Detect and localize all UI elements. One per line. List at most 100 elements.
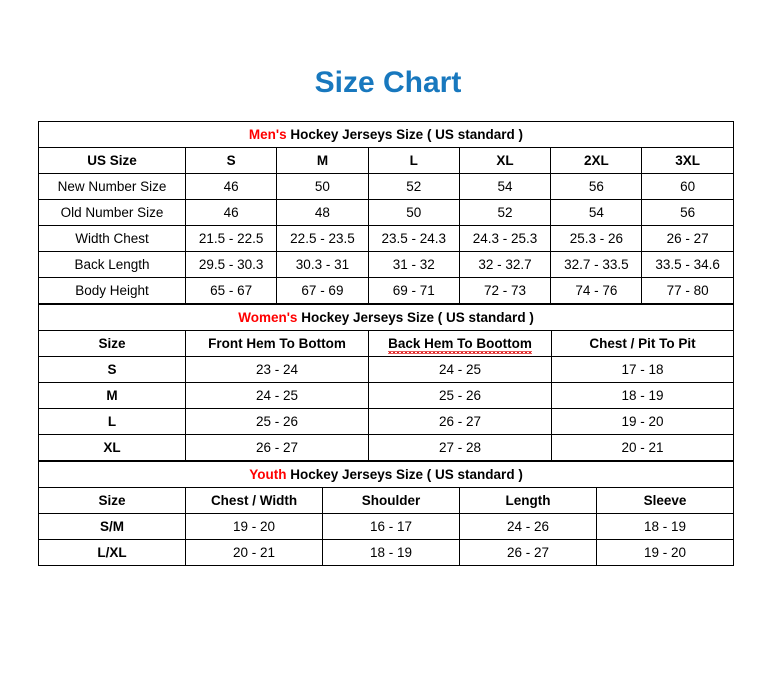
mens-header-6: 3XL [641, 147, 734, 174]
mens-banner-rest: Hockey Jerseys Size ( US standard ) [286, 127, 523, 142]
youth-cell-1-0: 20 - 21 [185, 539, 323, 566]
size-chart-tables: Men's Hockey Jerseys Size ( US standard … [37, 121, 735, 566]
youth-cell-0-3: 18 - 19 [595, 513, 735, 540]
youth-banner-rest: Hockey Jerseys Size ( US standard ) [286, 467, 523, 482]
table-row: Old Number Size 46 48 50 52 54 56 [38, 199, 734, 226]
womens-header-row: Size Front Hem To Bottom Back Hem To Boo… [38, 330, 735, 357]
table-row: New Number Size 46 50 52 54 56 60 [38, 173, 734, 200]
womens-cell-0-0: 23 - 24 [185, 356, 369, 383]
mens-size-table: Men's Hockey Jerseys Size ( US standard … [38, 121, 734, 304]
mens-cell-1-4: 54 [550, 199, 643, 226]
table-row: L 25 - 26 26 - 27 19 - 20 [38, 408, 735, 435]
mens-cell-0-4: 56 [550, 173, 643, 200]
womens-size-table: Women's Hockey Jerseys Size ( US standar… [37, 304, 735, 461]
youth-cell-1-2: 26 - 27 [459, 539, 597, 566]
mens-cell-4-2: 69 - 71 [367, 277, 460, 304]
mens-cell-1-2: 50 [367, 199, 460, 226]
mens-cell-3-4: 32.7 - 33.5 [550, 251, 643, 278]
womens-header-2: Back Hem To Boottom [368, 330, 552, 357]
womens-section-banner: Women's Hockey Jerseys Size ( US standar… [37, 304, 735, 331]
mens-cell-1-0: 46 [184, 199, 278, 226]
youth-section-banner: Youth Hockey Jerseys Size ( US standard … [37, 461, 735, 488]
mens-cell-0-1: 50 [276, 173, 369, 200]
youth-cell-0-1: 16 - 17 [322, 513, 460, 540]
youth-header-row: Size Chest / Width Shoulder Length Sleev… [38, 487, 735, 514]
youth-cell-0-0: 19 - 20 [185, 513, 323, 540]
mens-cell-3-5: 33.5 - 34.6 [641, 251, 734, 278]
womens-header-0: Size [38, 330, 186, 357]
mens-header-5: 2XL [550, 147, 643, 174]
womens-row-label-0: S [38, 356, 186, 383]
womens-section-banner-row: Women's Hockey Jerseys Size ( US standar… [37, 304, 735, 331]
mens-header-4: XL [458, 147, 552, 174]
mens-cell-0-0: 46 [184, 173, 278, 200]
youth-group-label: Youth [249, 467, 287, 482]
womens-cell-2-2: 19 - 20 [550, 408, 735, 435]
womens-row-label-1: M [38, 382, 186, 409]
mens-cell-3-2: 31 - 32 [367, 251, 460, 278]
womens-cell-3-0: 26 - 27 [185, 434, 369, 461]
mens-cell-4-0: 65 - 67 [184, 277, 278, 304]
mens-cell-2-1: 22.5 - 23.5 [276, 225, 369, 252]
mens-cell-4-1: 67 - 69 [276, 277, 369, 304]
mens-cell-2-5: 26 - 27 [641, 225, 734, 252]
table-row: L/XL 20 - 21 18 - 19 26 - 27 19 - 20 [38, 539, 735, 566]
mens-header-3: L [367, 147, 460, 174]
page-title: Size Chart [314, 66, 462, 99]
youth-cell-1-3: 19 - 20 [595, 539, 735, 566]
womens-cell-0-2: 17 - 18 [550, 356, 735, 383]
womens-header-2-text: Back Hem To Boottom [388, 336, 532, 354]
mens-cell-4-3: 72 - 73 [458, 277, 552, 304]
womens-cell-0-1: 24 - 25 [368, 356, 552, 383]
womens-cell-3-2: 20 - 21 [550, 434, 735, 461]
mens-row-label-3: Back Length [38, 251, 186, 278]
youth-header-4: Sleeve [595, 487, 735, 514]
youth-size-table: Youth Hockey Jerseys Size ( US standard … [37, 461, 735, 566]
mens-cell-2-0: 21.5 - 22.5 [184, 225, 278, 252]
mens-header-1: S [184, 147, 278, 174]
table-row: Body Height 65 - 67 67 - 69 69 - 71 72 -… [38, 277, 734, 304]
womens-row-label-2: L [38, 408, 186, 435]
mens-row-label-2: Width Chest [38, 225, 186, 252]
womens-cell-1-2: 18 - 19 [550, 382, 735, 409]
womens-cell-1-1: 25 - 26 [368, 382, 552, 409]
mens-cell-1-1: 48 [276, 199, 369, 226]
womens-cell-2-1: 26 - 27 [368, 408, 552, 435]
mens-cell-3-0: 29.5 - 30.3 [184, 251, 278, 278]
womens-group-label: Women's [238, 310, 298, 325]
mens-cell-4-4: 74 - 76 [550, 277, 643, 304]
mens-cell-0-3: 54 [458, 173, 552, 200]
mens-section-banner-row: Men's Hockey Jerseys Size ( US standard … [38, 121, 734, 148]
youth-row-label-1: L/XL [38, 539, 186, 566]
mens-header-2: M [276, 147, 369, 174]
womens-banner-rest: Hockey Jerseys Size ( US standard ) [297, 310, 534, 325]
table-row: M 24 - 25 25 - 26 18 - 19 [38, 382, 735, 409]
youth-cell-1-1: 18 - 19 [322, 539, 460, 566]
mens-cell-1-5: 56 [641, 199, 734, 226]
table-row: S/M 19 - 20 16 - 17 24 - 26 18 - 19 [38, 513, 735, 540]
youth-header-1: Chest / Width [185, 487, 323, 514]
womens-cell-2-0: 25 - 26 [185, 408, 369, 435]
youth-header-0: Size [38, 487, 186, 514]
mens-cell-0-5: 60 [641, 173, 734, 200]
mens-cell-0-2: 52 [367, 173, 460, 200]
mens-row-label-1: Old Number Size [38, 199, 186, 226]
table-row: S 23 - 24 24 - 25 17 - 18 [38, 356, 735, 383]
mens-cell-3-3: 32 - 32.7 [458, 251, 552, 278]
mens-row-label-0: New Number Size [38, 173, 186, 200]
womens-header-1: Front Hem To Bottom [185, 330, 369, 357]
mens-header-row: US Size S M L XL 2XL 3XL [38, 147, 734, 174]
mens-cell-2-4: 25.3 - 26 [550, 225, 643, 252]
mens-section-banner: Men's Hockey Jerseys Size ( US standard … [38, 121, 734, 148]
mens-cell-1-3: 52 [458, 199, 552, 226]
mens-cell-4-5: 77 - 80 [641, 277, 734, 304]
mens-cell-3-1: 30.3 - 31 [276, 251, 369, 278]
youth-cell-0-2: 24 - 26 [459, 513, 597, 540]
mens-cell-2-3: 24.3 - 25.3 [458, 225, 552, 252]
womens-row-label-3: XL [38, 434, 186, 461]
mens-header-0: US Size [38, 147, 186, 174]
youth-section-banner-row: Youth Hockey Jerseys Size ( US standard … [37, 461, 735, 488]
table-row: Width Chest 21.5 - 22.5 22.5 - 23.5 23.5… [38, 225, 734, 252]
youth-header-2: Shoulder [322, 487, 460, 514]
